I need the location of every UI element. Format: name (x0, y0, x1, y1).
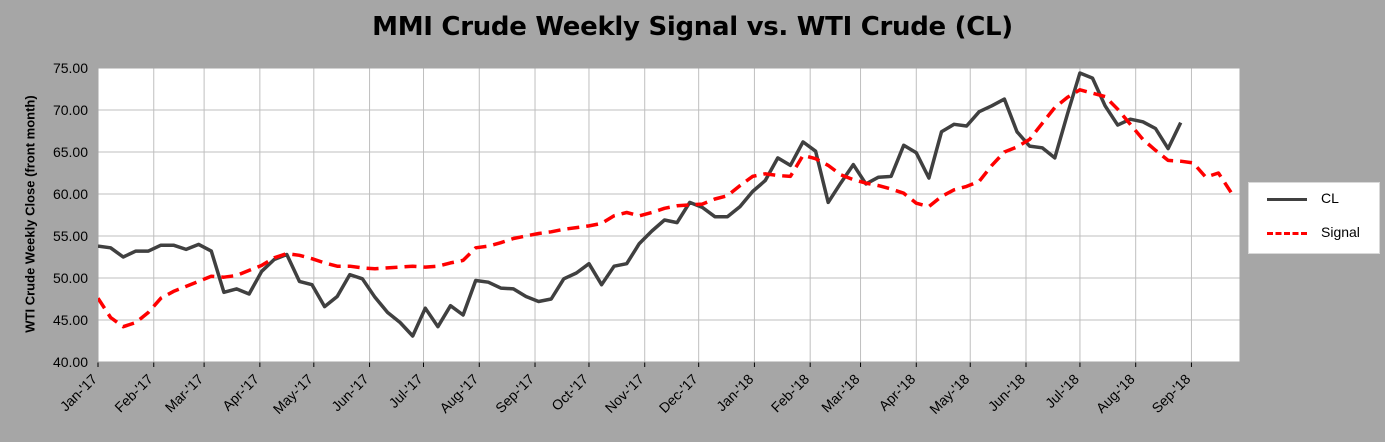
y-tick-label: 65.00 (53, 144, 88, 160)
x-tick-label: Dec-'17 (656, 371, 701, 416)
legend-label-signal: Signal (1321, 224, 1360, 240)
x-tick-label: Sep-'18 (1148, 371, 1193, 416)
legend-swatch-signal (1267, 232, 1307, 235)
x-tick-label: Feb-'17 (111, 371, 156, 416)
x-tick-label: Jun-'17 (328, 371, 372, 415)
x-tick-label: Jul-'18 (1042, 371, 1082, 411)
legend-item-signal: Signal (1267, 223, 1377, 243)
x-tick-label: Jan-'18 (713, 371, 757, 415)
x-tick-label: Oct-'17 (548, 371, 591, 414)
x-tick-label: Mar-'17 (162, 371, 207, 416)
legend-item-cl: CL (1267, 189, 1377, 209)
x-tick-label: Jun-'18 (985, 371, 1029, 415)
y-tick-label: 45.00 (53, 312, 88, 328)
y-tick-label: 60.00 (53, 186, 88, 202)
x-tick-label: Apr-'18 (875, 371, 918, 414)
x-tick-label: Jul-'17 (385, 371, 425, 411)
chart-title: MMI Crude Weekly Signal vs. WTI Crude (C… (372, 12, 1013, 42)
x-tick-label: Jan-'17 (57, 371, 101, 415)
y-tick-label: 55.00 (53, 228, 88, 244)
x-tick-label: Feb-'18 (768, 371, 813, 416)
legend-label-cl: CL (1321, 190, 1339, 206)
legend-swatch-cl (1267, 198, 1307, 201)
y-tick-label: 75.00 (53, 60, 88, 76)
x-tick-label: Apr-'17 (219, 371, 262, 414)
x-tick-label: Mar-'18 (818, 371, 863, 416)
x-tick-label: Sep-'17 (492, 371, 537, 416)
x-tick-label: Aug-'18 (1093, 371, 1138, 416)
y-tick-label: 50.00 (53, 270, 88, 286)
chart-legend: CL Signal (1248, 182, 1380, 254)
series-line-signal (98, 88, 1233, 329)
x-tick-label: May-'18 (926, 371, 972, 417)
y-tick-label: 40.00 (53, 354, 88, 370)
x-tick-label: Aug-'17 (436, 371, 481, 416)
x-tick-label: Nov-'17 (602, 371, 647, 416)
x-tick-label: May-'17 (270, 371, 316, 417)
y-tick-label: 70.00 (53, 102, 88, 118)
plot-area (98, 68, 1240, 362)
plot-border (97, 67, 1241, 363)
